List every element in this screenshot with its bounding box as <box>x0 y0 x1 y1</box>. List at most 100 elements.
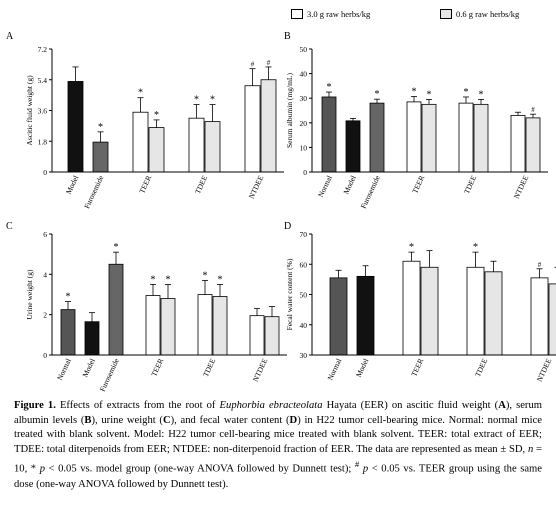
bar-d-teer-low <box>420 266 439 356</box>
bar-c-tdee-low <box>212 296 228 356</box>
bar-a-furosemide <box>92 141 109 173</box>
sig-mark-c-tdee-low: * <box>218 274 223 285</box>
caption-text-10: < 0.05 vs. TEER group using the same dos… <box>14 463 542 490</box>
legend-label-low-dose: 0.6 g raw herbs/kg <box>456 9 520 19</box>
category-label-c-teer: TEER <box>149 357 165 378</box>
bar-c-ntdee-low <box>264 316 280 356</box>
y-tick-label-b: 20 <box>300 119 308 128</box>
sig-mark-c-normal: * <box>66 292 71 303</box>
caption-text-7: = 10, * <box>14 443 543 475</box>
category-label-a-tdee: TDEE <box>193 174 209 196</box>
bar-d-tdee-low <box>484 271 503 356</box>
bar-a-ntdee-low <box>260 79 277 173</box>
legend-swatch-high-dose <box>291 9 303 19</box>
y-tick-label-c: 0 <box>43 351 47 360</box>
legend-item-high-dose: 3.0 g raw herbs/kg <box>291 9 370 19</box>
category-label-a-ntdee: NTDEE <box>247 174 266 200</box>
bar-b-ntdee-low <box>525 117 541 173</box>
sig-mark-c-tdee-high: * <box>203 270 208 281</box>
category-label-b-ntdee: NTDEE <box>512 174 531 200</box>
category-label-c-furosemide: Furosemide <box>98 356 121 393</box>
bar-b-tdee-high <box>458 102 474 173</box>
y-tick-label-b: 50 <box>300 45 308 54</box>
sig-mark-b-tdee-low: * <box>479 89 484 100</box>
caption-ref-a: A <box>498 400 506 411</box>
y-tick-label-d: 70 <box>300 230 308 239</box>
sig-mark-d-tdee-high: * <box>473 242 478 253</box>
y-tick-label-d: 50 <box>300 291 308 300</box>
sig-mark-c-teer-high: * <box>151 274 156 285</box>
sig-mark-a-tdee-low: * <box>210 95 215 106</box>
category-label-a-model: Model <box>64 174 80 196</box>
category-label-d-model: Model <box>354 357 370 379</box>
y-axis-title-b: Serum albumin (mg/mL) <box>285 73 294 148</box>
caption-ref-c: C <box>162 414 171 426</box>
y-axis-title-a: Ascitic fluid weight (g) <box>25 75 34 146</box>
caption-ref-b: B <box>84 414 92 426</box>
caption-ref-d: D <box>289 414 298 426</box>
category-label-b-tdee: TDEE <box>462 174 478 196</box>
legend-item-low-dose: 0.6 g raw herbs/kg <box>440 9 519 19</box>
figure-caption: Figure 1. Effects of extracts from the r… <box>14 399 542 492</box>
caption-hash: # <box>354 459 360 470</box>
panel-label-b: B <box>284 31 291 42</box>
bar-d-tdee-high <box>466 266 485 356</box>
y-tick-label-b: 40 <box>300 70 308 79</box>
bar-a-teer-high <box>132 111 149 173</box>
bar-a-teer-low <box>148 127 165 173</box>
caption-figure-label: Figure 1. <box>14 400 56 411</box>
sig-mark-d-ntdee-high: # <box>538 261 542 269</box>
bar-c-normal <box>60 309 76 356</box>
legend-label-high-dose: 3.0 g raw herbs/kg <box>307 9 371 19</box>
y-axis-title-d: Fecal water content (%) <box>285 258 294 330</box>
category-label-a-furosemide: Furosemide <box>82 173 105 210</box>
sig-mark-d-teer-high: * <box>409 242 414 253</box>
y-tick-label-d: 40 <box>300 321 308 330</box>
sig-mark-b-teer-high: * <box>412 86 417 97</box>
caption-species: Euphorbia ebracteolata <box>219 400 323 411</box>
sig-mark-a-teer-high: * <box>138 88 143 99</box>
caption-text-6: ) in H22 tumor cell-bearing mice. Normal… <box>14 414 543 455</box>
caption-p-var-1: p <box>39 463 45 475</box>
category-label-d-normal: Normal <box>325 357 343 382</box>
bar-c-teer-high <box>145 295 161 356</box>
caption-text-3: ), serum albumin levels ( <box>14 400 542 426</box>
caption-text-4: ), urine weight ( <box>91 414 163 426</box>
y-tick-label-b: 10 <box>300 143 308 152</box>
y-tick-label-b: 30 <box>300 94 308 103</box>
sig-mark-a-teer-low: * <box>154 110 159 121</box>
sig-mark-a-furosemide: * <box>98 122 103 133</box>
y-tick-label-b: 0 <box>303 168 307 177</box>
bar-c-model <box>84 321 100 356</box>
bar-a-ntdee-high <box>244 85 261 173</box>
panel-label-c: C <box>6 221 13 232</box>
bar-b-tdee-low <box>473 103 489 173</box>
bar-d-teer-high <box>402 260 421 356</box>
caption-text-8: < 0.05 vs. model group (one-way ANOVA fo… <box>44 463 355 475</box>
category-label-c-model: Model <box>80 357 96 379</box>
panel-d-chart: D 30 40 50 60 70 Fecal water content (%) * * # Nor… <box>284 221 556 383</box>
caption-text-5: ), and fecal water content ( <box>170 414 290 426</box>
category-label-b-model: Model <box>341 174 357 196</box>
y-tick-label-d: 60 <box>300 260 308 269</box>
bar-b-teer-low <box>421 103 437 173</box>
y-tick-label-a: 5.4 <box>38 76 48 85</box>
legend-swatch-low-dose <box>440 9 452 19</box>
bar-b-ntdee-high <box>510 115 526 173</box>
y-tick-label-a: 3.6 <box>38 107 48 116</box>
sig-mark-a-ntdee-high: # <box>251 61 255 69</box>
bar-d-model <box>356 275 375 356</box>
bar-c-tdee-high <box>197 294 213 356</box>
category-label-d-ntdee: NTDEE <box>535 357 554 383</box>
sig-mark-a-tdee-high: * <box>194 95 199 106</box>
sig-mark-b-teer-low: * <box>427 89 432 100</box>
category-label-b-normal: Normal <box>316 174 334 199</box>
bar-a-model <box>67 81 84 173</box>
panel-b-chart: B 0 10 20 30 40 50 Serum albumin (mg/mL) * * * * * * #… <box>284 31 548 210</box>
bar-c-furosemide <box>108 263 124 356</box>
caption-n-var: n <box>527 443 534 455</box>
bar-b-teer-high <box>406 101 422 173</box>
panel-label-a: A <box>6 31 14 42</box>
category-label-d-tdee: TDEE <box>473 357 489 379</box>
caption-text-1: Effects of extracts from the root of <box>55 400 220 411</box>
